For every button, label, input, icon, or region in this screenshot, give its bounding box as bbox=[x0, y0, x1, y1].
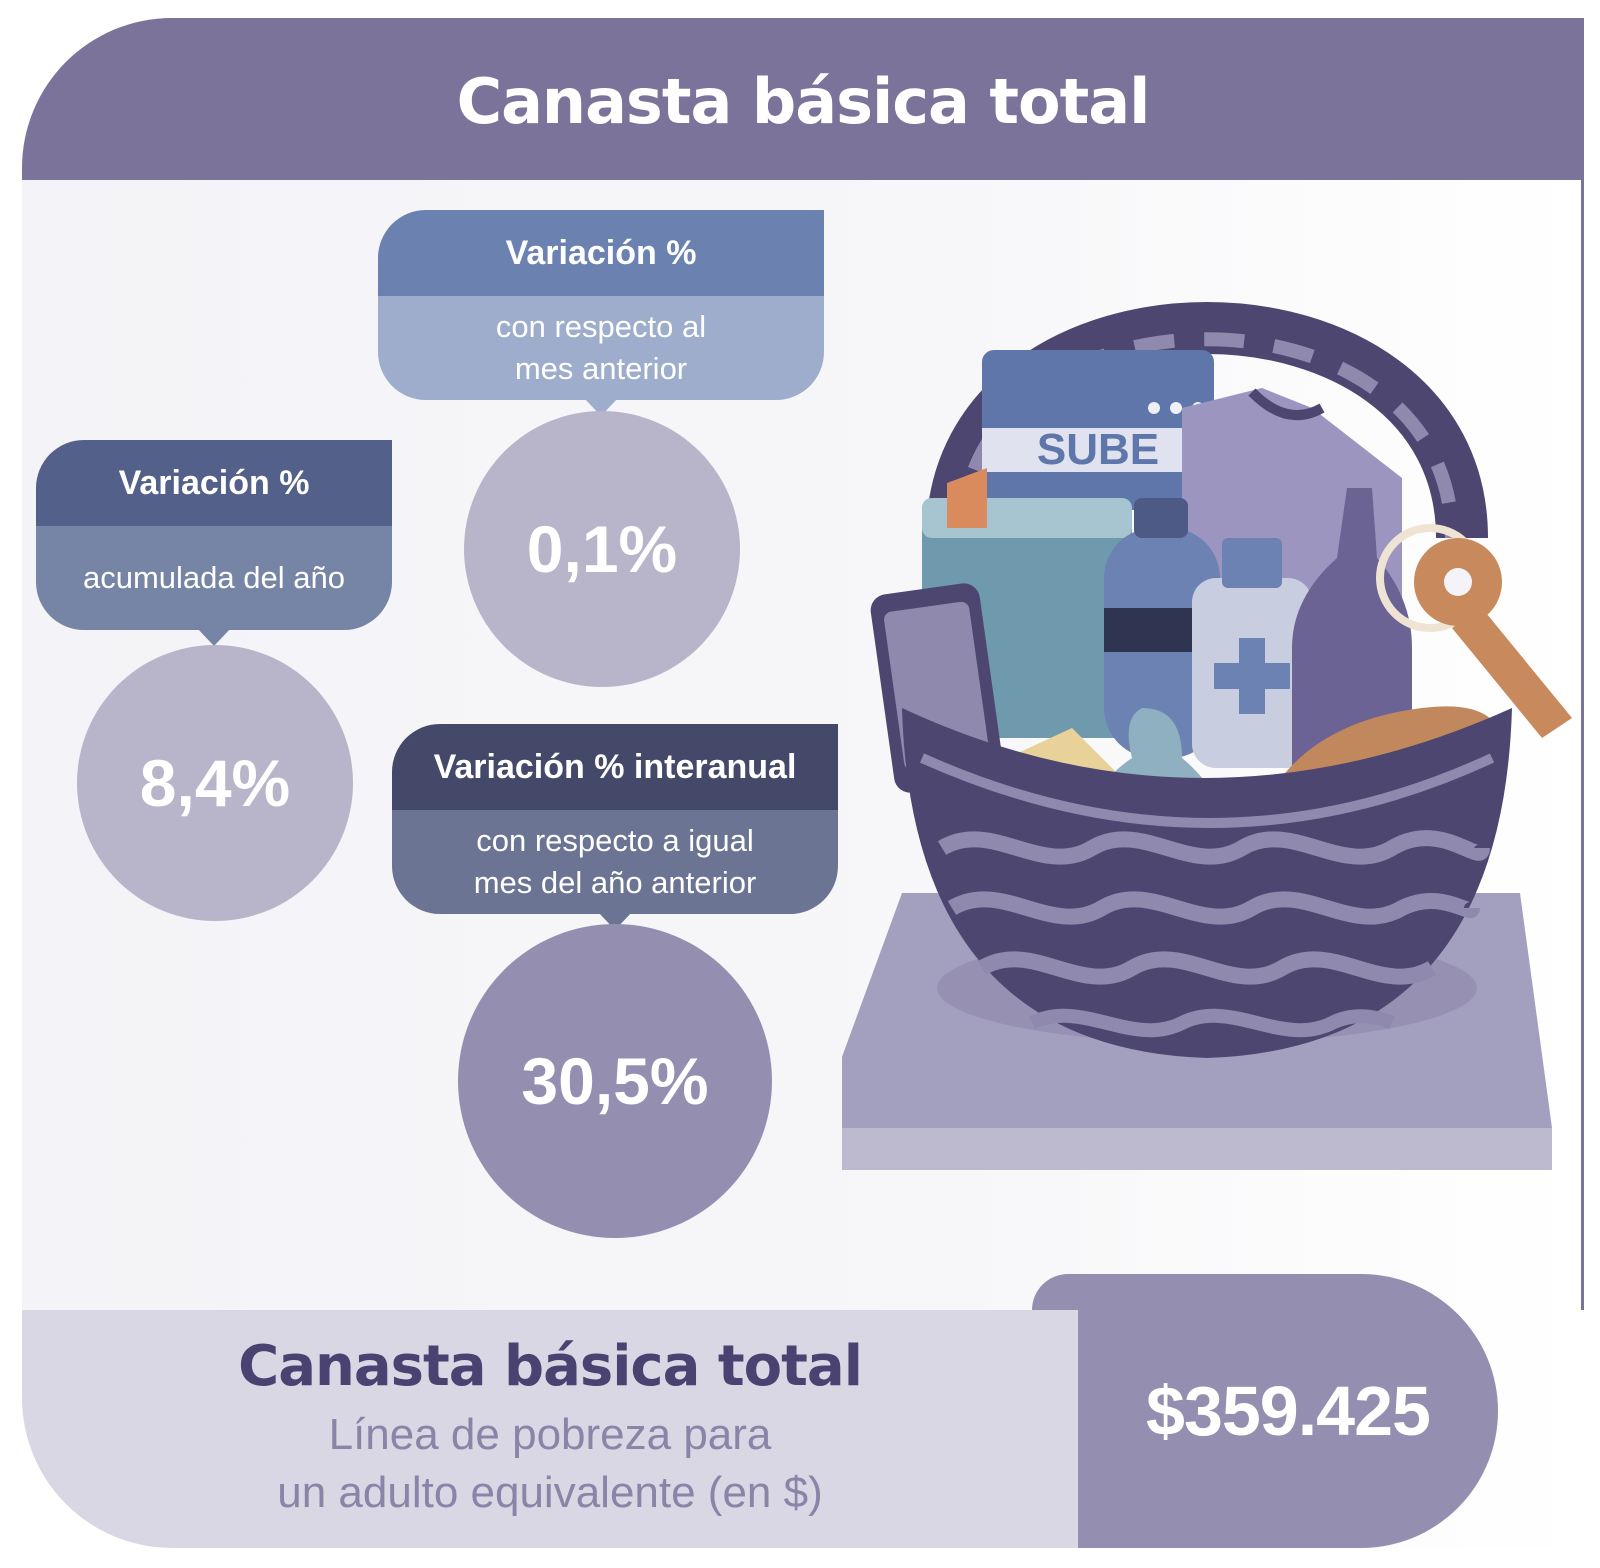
yearly-variation-label: Variación % interanual con respecto a ig… bbox=[392, 724, 838, 930]
footer-title: Canasta básica total bbox=[238, 1334, 863, 1399]
yearly-variation-subtitle: con respecto a igual mes del año anterio… bbox=[392, 810, 838, 914]
yearly-variation-value: 30,5% bbox=[458, 924, 772, 1238]
header-bar: Canasta básica total bbox=[22, 18, 1584, 180]
card-edge bbox=[1581, 180, 1584, 1310]
accumulated-variation-title: Variación % bbox=[36, 440, 392, 526]
platform-front bbox=[842, 1128, 1552, 1170]
yearly-variation-title: Variación % interanual bbox=[392, 724, 838, 810]
bookmark-icon bbox=[947, 468, 987, 528]
yearly-subtitle-line2: mes del año anterior bbox=[473, 865, 757, 900]
accumulated-variation-label: Variación % acumulada del año bbox=[36, 440, 392, 646]
yearly-subtitle-line1: con respecto a igual bbox=[476, 823, 754, 858]
monthly-variation-subtitle: con respecto al mes anterior bbox=[378, 296, 824, 400]
monthly-variation-value: 0,1% bbox=[464, 411, 740, 687]
footer-subtitle-line2: un adulto equivalente (en $) bbox=[277, 1468, 823, 1517]
monthly-variation-title-text: Variación % bbox=[505, 233, 697, 272]
footer-description-panel bbox=[22, 1310, 1078, 1548]
monthly-value-text: 0,1% bbox=[526, 512, 678, 586]
yearly-title-text: Variación % interanual bbox=[433, 747, 797, 786]
sube-card-text: SUBE bbox=[1037, 425, 1159, 474]
accumulated-variation-value: 8,4% bbox=[77, 645, 353, 921]
monthly-variation-label: Variación % con respecto al mes anterior bbox=[378, 210, 824, 416]
infographic-card: Canasta básica total Variación % con res… bbox=[22, 18, 1584, 1548]
page-title: Canasta básica total bbox=[456, 64, 1151, 138]
basket-illustration: SUBE bbox=[842, 302, 1572, 1170]
accumulated-title-text: Variación % bbox=[118, 463, 310, 502]
yearly-value-text: 30,5% bbox=[521, 1044, 709, 1118]
sube-card-stripe bbox=[982, 428, 1214, 472]
accumulated-tail bbox=[197, 628, 231, 646]
footer-subtitle-line1: Línea de pobreza para bbox=[328, 1410, 772, 1459]
accumulated-variation-subtitle: acumulada del año bbox=[36, 526, 392, 630]
accumulated-value-text: 8,4% bbox=[139, 746, 291, 820]
monthly-variation-title: Variación % bbox=[378, 210, 824, 296]
poverty-line-amount: $359.425 bbox=[1146, 1372, 1431, 1450]
monthly-subtitle-line2: mes anterior bbox=[514, 351, 688, 386]
handle-icon bbox=[926, 302, 1488, 539]
accumulated-subtitle-line1: acumulada del año bbox=[83, 560, 345, 595]
monthly-subtitle-line1: con respecto al bbox=[495, 309, 707, 344]
footer-subtitle: Línea de pobreza para un adulto equivale… bbox=[22, 1406, 1078, 1522]
footer-amount-panel: $359.425 bbox=[1078, 1274, 1498, 1548]
